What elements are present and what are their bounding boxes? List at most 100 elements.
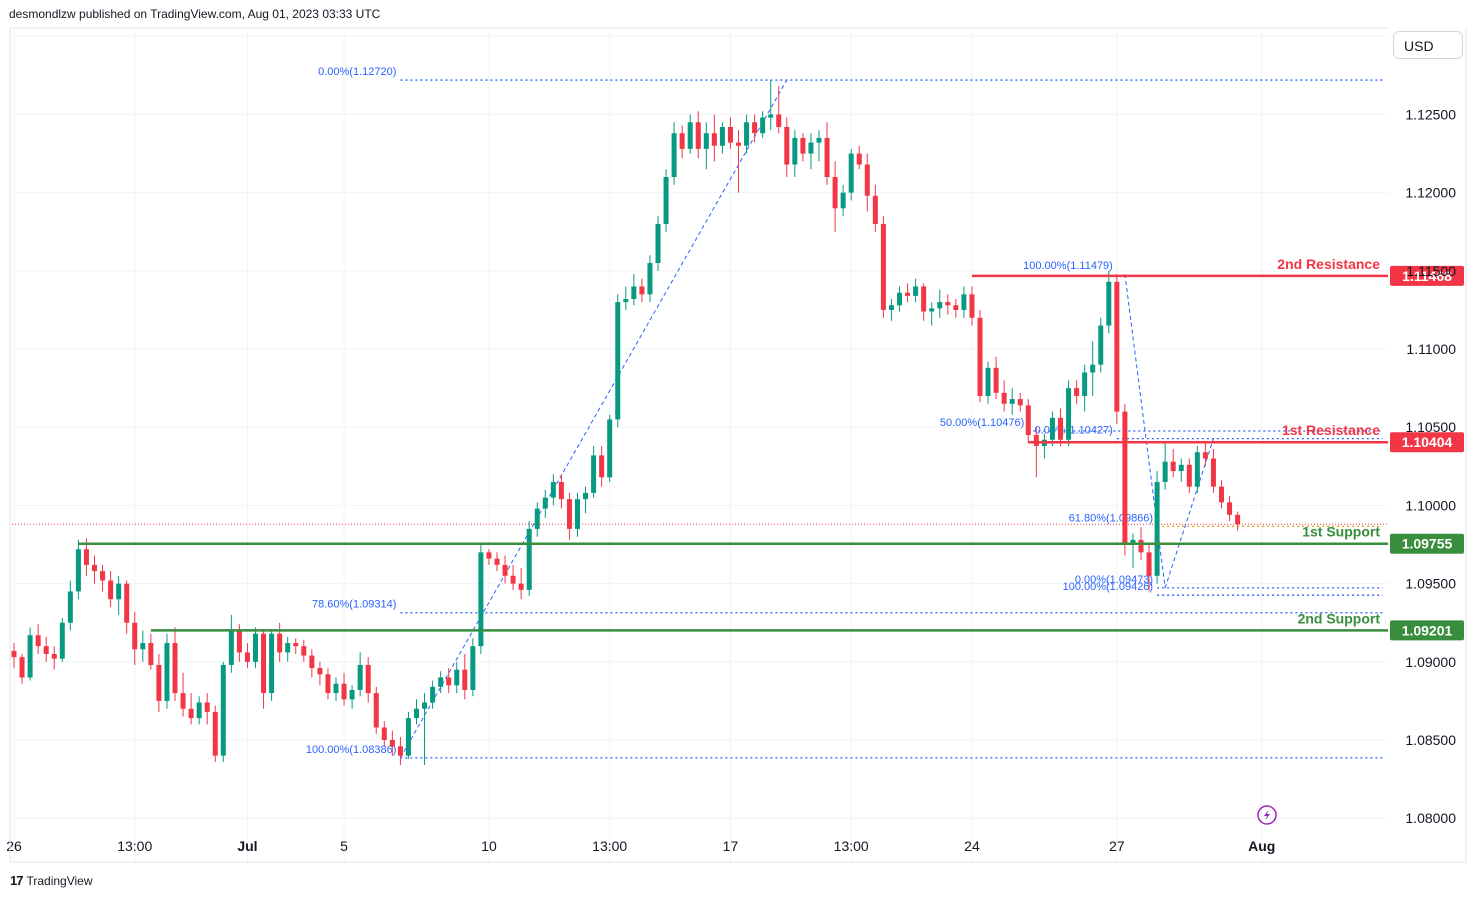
candle (1049, 411, 1055, 446)
candle (478, 544, 484, 654)
candle (373, 686, 379, 734)
candle-body (671, 133, 677, 178)
candle-body (51, 654, 57, 659)
candle-body (454, 669, 460, 686)
candle-body (389, 740, 395, 747)
candle-body (808, 142, 814, 154)
candle (856, 145, 862, 170)
support-resistance-levels: 2nd Resistance 1.11468 1st Resistance 1.104… (78, 256, 1464, 641)
candle-body (768, 114, 774, 118)
candle (913, 278, 919, 303)
candle (309, 649, 315, 678)
candle-body (220, 664, 226, 756)
candle-body (824, 137, 830, 178)
candle-body (695, 122, 701, 149)
candle-body (591, 455, 597, 493)
candle-body (647, 263, 653, 295)
candle-body (969, 294, 975, 318)
candle-body (100, 571, 106, 581)
x-tick-label: 13:00 (117, 838, 152, 854)
candle-body (1082, 372, 1088, 396)
candle-body (325, 674, 331, 694)
level-price-label: 1.11468 (1402, 268, 1452, 284)
candle (11, 643, 17, 669)
candle (164, 633, 170, 709)
candle-body (301, 646, 307, 656)
candle (132, 611, 138, 665)
candle (196, 696, 202, 725)
candle (647, 255, 653, 303)
candle (381, 721, 387, 747)
candle (880, 216, 886, 318)
candle-body (1114, 281, 1120, 412)
candle (253, 627, 258, 669)
candle (1194, 446, 1200, 493)
candle-body (993, 367, 999, 393)
tradingview-logo-icon: 17 (10, 873, 24, 888)
candle-body (1194, 452, 1200, 487)
level-price-tag (1390, 620, 1464, 641)
candle (470, 638, 476, 697)
candle (341, 672, 347, 706)
lightning-icon[interactable] (1257, 805, 1277, 825)
candle-body (679, 133, 685, 149)
candle-body (727, 126, 733, 143)
level-name: 1st Resistance (1282, 422, 1380, 438)
candle-body (1202, 452, 1208, 459)
candle (687, 114, 693, 154)
candle (454, 661, 460, 694)
candle (285, 636, 291, 662)
candle-body (349, 689, 355, 700)
candle-body (792, 137, 798, 165)
y-tick-label: 1.09000 (1405, 654, 1456, 670)
candle-body (558, 481, 564, 500)
candle (905, 283, 911, 303)
candle-body (615, 302, 621, 420)
candle-body (1154, 481, 1160, 576)
x-tick-label: 17 (723, 838, 739, 854)
candle (67, 580, 73, 631)
candle-body (309, 655, 315, 669)
candle-body (639, 286, 645, 295)
candle-body (937, 302, 943, 309)
candle-body (164, 643, 170, 701)
x-tick-label: Jul (237, 838, 257, 854)
candle-body (623, 298, 629, 303)
candle-body (1235, 514, 1241, 525)
candle (405, 711, 411, 759)
candle (414, 699, 419, 725)
candle (35, 624, 41, 654)
y-tick-label: 1.08000 (1405, 810, 1456, 826)
candle-body (816, 137, 822, 143)
candle-body (269, 633, 275, 694)
x-tick-label: 13:00 (834, 838, 869, 854)
candle (486, 549, 492, 565)
currency-button[interactable]: USD (1393, 31, 1463, 59)
candle-body (776, 114, 782, 127)
candle-body (140, 643, 146, 650)
candle-body (92, 564, 97, 572)
candle-body (486, 552, 492, 559)
candle-body (228, 630, 234, 665)
candle (631, 273, 637, 306)
candle (1017, 392, 1023, 412)
candle (446, 668, 452, 694)
candle-body (566, 499, 572, 529)
candle-body (1090, 364, 1096, 373)
candle (784, 117, 790, 178)
candle (945, 294, 951, 315)
candle (518, 567, 524, 600)
candle (1098, 317, 1104, 373)
candle-body (953, 305, 959, 310)
trend-lines (12, 79, 1388, 759)
candle-body (414, 708, 419, 719)
y-tick-label: 1.09500 (1405, 576, 1456, 592)
candle-body (510, 575, 516, 584)
candle (575, 492, 580, 537)
candle (1122, 403, 1128, 556)
candle (510, 564, 516, 590)
candle-body (196, 702, 202, 719)
candle (1114, 273, 1120, 425)
x-tick-label: 13:00 (592, 838, 627, 854)
